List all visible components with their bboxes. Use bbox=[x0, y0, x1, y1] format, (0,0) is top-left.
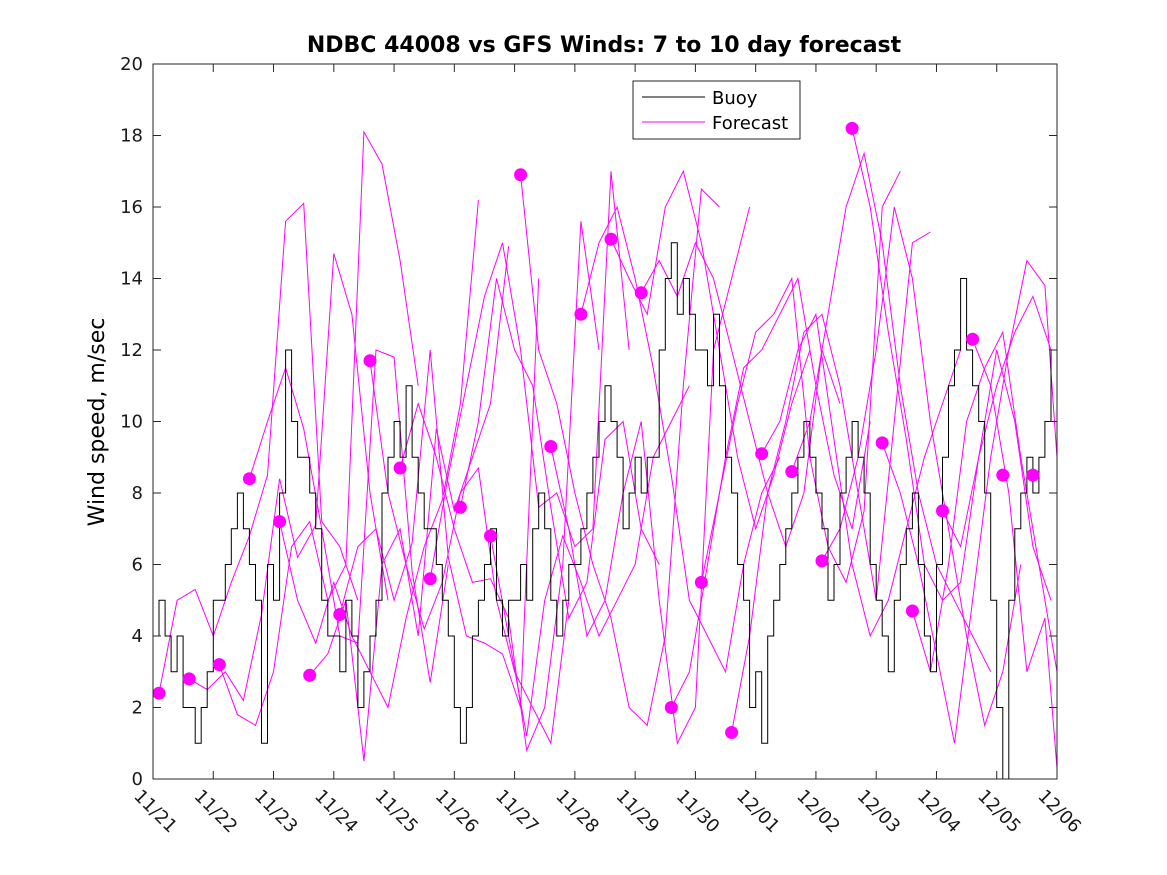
forecast-marker bbox=[936, 504, 949, 518]
forecast-marker bbox=[242, 472, 256, 486]
forecast-series-line-23 bbox=[821, 206, 1022, 728]
forecast-marker bbox=[514, 168, 528, 182]
y-tick-label: 16 bbox=[120, 197, 143, 218]
forecast-series-line-19 bbox=[700, 171, 901, 584]
forecast-series-line-11 bbox=[459, 278, 660, 620]
forecast-marker bbox=[785, 465, 799, 479]
forecast-series-line-7 bbox=[339, 278, 540, 708]
chart-title: NDBC 44008 vs GFS Winds: 7 to 10 day for… bbox=[307, 33, 902, 58]
y-tick-label: 6 bbox=[132, 555, 143, 576]
forecast-marker bbox=[574, 307, 588, 321]
buoy-series-line bbox=[153, 242, 1058, 780]
forecast-marker bbox=[1026, 468, 1040, 482]
plot-area bbox=[152, 121, 1058, 780]
forecast-marker bbox=[363, 354, 377, 368]
legend-buoy-label: Buoy bbox=[712, 88, 758, 109]
forecast-marker bbox=[393, 461, 407, 475]
forecast-series-line-16 bbox=[610, 169, 811, 531]
forecast-series-line-3 bbox=[218, 130, 419, 727]
forecast-marker bbox=[875, 436, 889, 450]
legend-box bbox=[632, 80, 801, 140]
forecast-marker bbox=[755, 447, 769, 461]
y-tick-label: 18 bbox=[120, 126, 143, 147]
forecast-series-line-27 bbox=[942, 349, 1052, 601]
forecast-series-line-12 bbox=[490, 385, 690, 737]
forecast-series-line-1 bbox=[158, 202, 359, 694]
forecast-marker bbox=[604, 232, 618, 246]
y-tick-label: 10 bbox=[120, 412, 143, 433]
y-axis-label: Wind speed, m/sec bbox=[85, 318, 110, 527]
forecast-marker bbox=[905, 604, 919, 618]
forecast-marker bbox=[453, 500, 467, 514]
legend-forecast-label: Forecast bbox=[712, 113, 788, 134]
forecast-series-line-5 bbox=[279, 199, 479, 710]
forecast-marker bbox=[634, 286, 648, 300]
y-tick-label: 14 bbox=[120, 269, 143, 290]
forecast-marker bbox=[996, 468, 1010, 482]
y-tick-label: 2 bbox=[132, 698, 143, 719]
y-tick-label: 0 bbox=[132, 769, 143, 790]
forecast-series-line-17 bbox=[640, 241, 841, 549]
forecast-marker bbox=[544, 440, 558, 453]
y-tick-label: 8 bbox=[132, 483, 143, 504]
forecast-marker bbox=[484, 529, 497, 543]
forecast-series-line-4 bbox=[248, 349, 449, 683]
forecast-marker bbox=[182, 672, 196, 686]
forecast-series-line-13 bbox=[520, 174, 720, 727]
forecast-marker bbox=[694, 575, 708, 589]
forecast-series-line-8 bbox=[369, 360, 570, 745]
forecast-marker bbox=[273, 515, 287, 529]
forecast-series-line-28 bbox=[972, 339, 1058, 769]
forecast-marker bbox=[815, 554, 829, 568]
legend: Buoy Forecast bbox=[632, 80, 801, 140]
forecast-series-line-15 bbox=[580, 205, 781, 674]
forecast-marker bbox=[845, 121, 859, 135]
forecast-series-line-22 bbox=[791, 151, 992, 673]
forecast-series-line-14 bbox=[550, 206, 751, 745]
forecast-marker bbox=[212, 658, 226, 672]
forecast-marker bbox=[966, 332, 980, 346]
y-tick-label: 4 bbox=[132, 626, 143, 647]
y-tick-label: 12 bbox=[120, 340, 143, 361]
forecast-series-line-21 bbox=[761, 312, 962, 638]
forecast-marker bbox=[152, 686, 166, 700]
forecast-marker bbox=[303, 668, 317, 682]
forecast-marker bbox=[423, 572, 437, 586]
forecast-series-line-9 bbox=[399, 221, 600, 753]
forecast-marker bbox=[333, 608, 347, 621]
forecast-series-line-10 bbox=[429, 171, 630, 579]
y-tick-label: 20 bbox=[120, 54, 143, 75]
forecast-marker bbox=[725, 726, 739, 739]
forecast-series-line-25 bbox=[881, 259, 1058, 744]
forecast-series-line-20 bbox=[731, 231, 931, 733]
forecast-series-line-24 bbox=[851, 128, 1052, 602]
forecast-marker bbox=[664, 701, 678, 714]
